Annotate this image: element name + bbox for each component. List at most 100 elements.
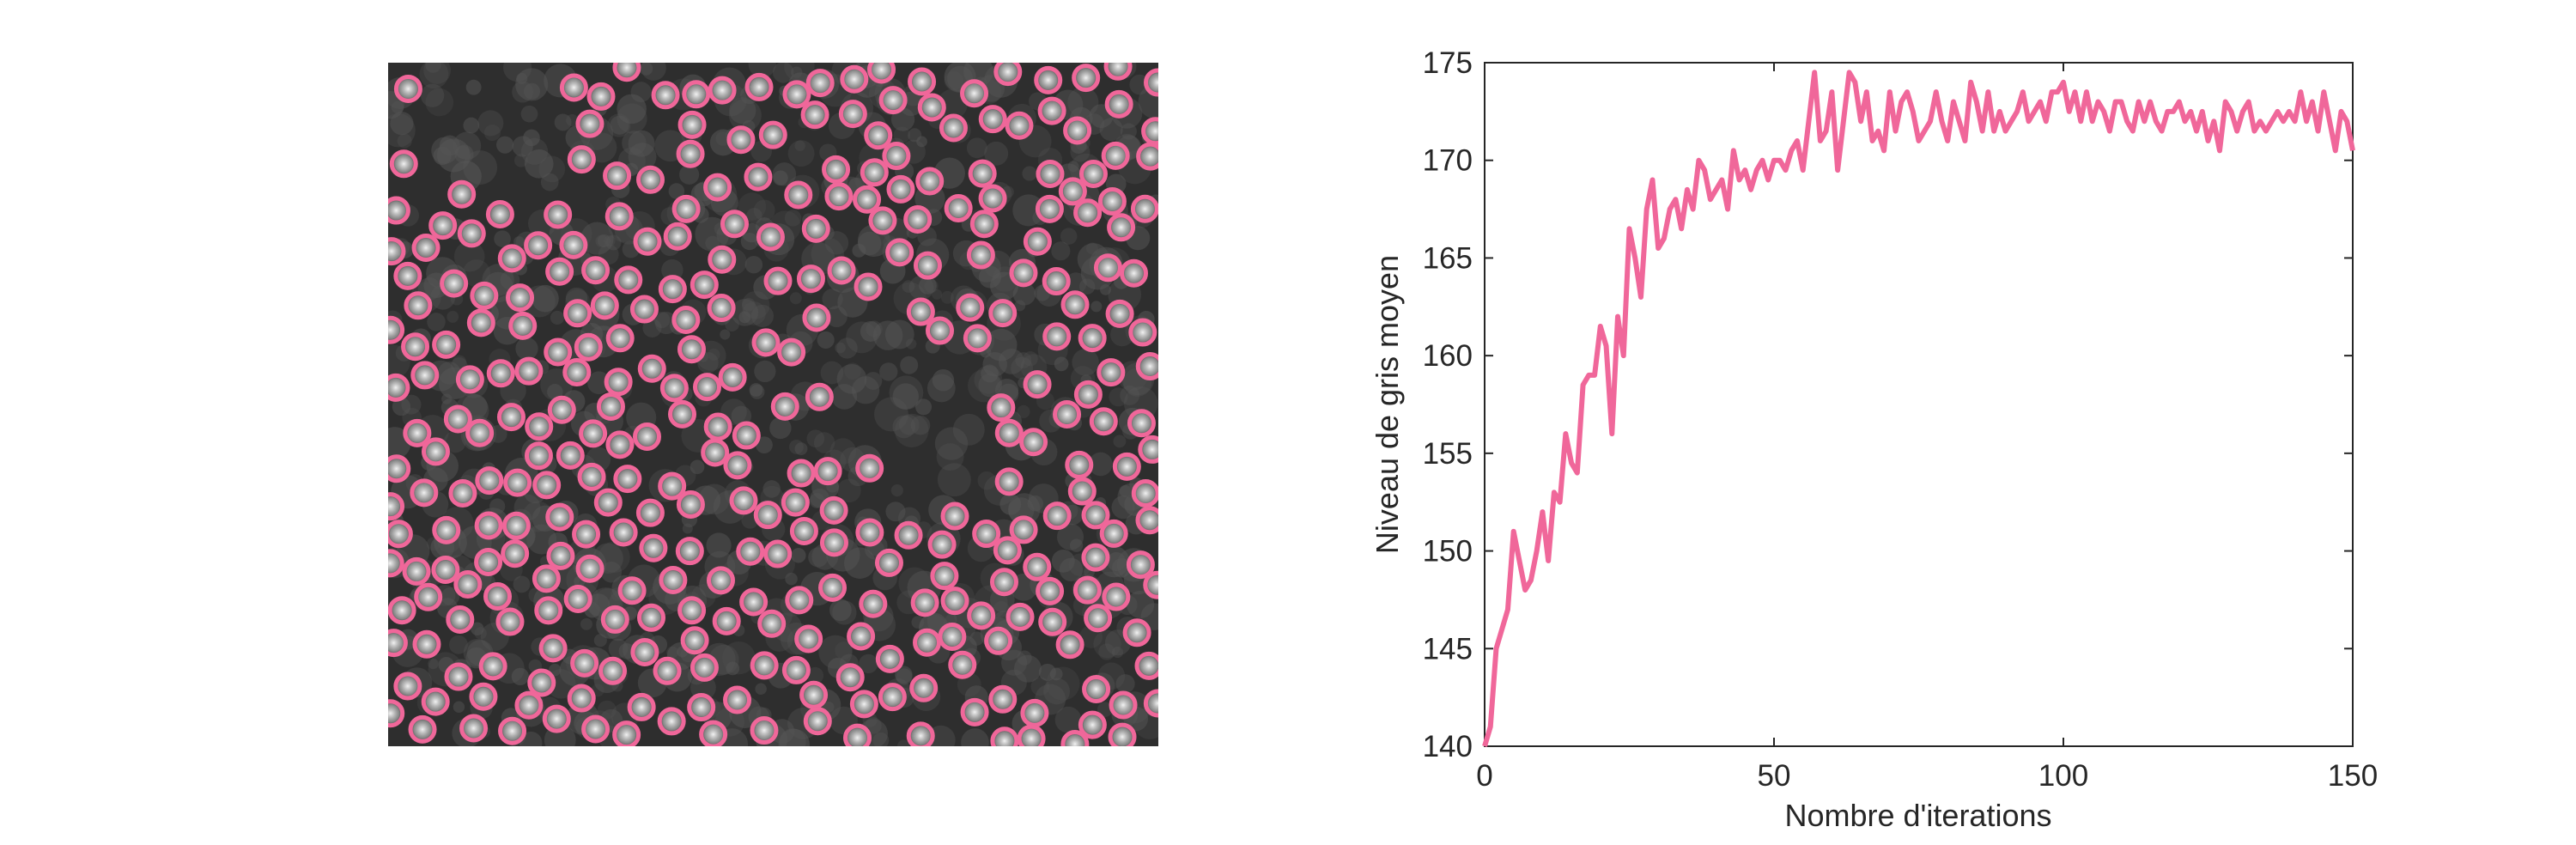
detection-circle bbox=[432, 330, 461, 359]
detection-circle bbox=[388, 629, 408, 658]
detection-circle bbox=[1060, 729, 1090, 746]
detection-circle bbox=[882, 142, 911, 171]
detection-circle bbox=[1143, 689, 1158, 718]
detection-circle bbox=[501, 511, 531, 540]
texture-blob bbox=[885, 502, 906, 522]
detection-circle bbox=[756, 222, 785, 252]
detection-circle bbox=[457, 219, 486, 248]
detection-circle bbox=[508, 311, 538, 340]
detection-circle bbox=[956, 293, 985, 322]
texture-blob bbox=[993, 601, 1010, 617]
detection-circle bbox=[967, 601, 996, 630]
detection-circle bbox=[402, 556, 431, 586]
texture-blob bbox=[1012, 283, 1036, 306]
texture-blob bbox=[919, 277, 937, 295]
detection-circle bbox=[403, 418, 432, 447]
detection-circle bbox=[567, 684, 596, 713]
texture-blob bbox=[593, 634, 607, 647]
texture-blob bbox=[513, 575, 531, 593]
texture-blob bbox=[428, 658, 439, 670]
detection-circle bbox=[1108, 722, 1137, 746]
detection-circle bbox=[532, 471, 562, 500]
detection-circle bbox=[605, 202, 634, 231]
detection-circle bbox=[835, 663, 865, 692]
detection-circle bbox=[485, 200, 514, 229]
detection-circle bbox=[465, 418, 495, 447]
detection-circle bbox=[637, 603, 666, 632]
texture-blob bbox=[706, 532, 732, 558]
texture-blob bbox=[595, 234, 608, 248]
texture-blob bbox=[944, 70, 963, 91]
detection-circle bbox=[658, 471, 687, 501]
detection-circle bbox=[393, 672, 422, 701]
texture-blob bbox=[910, 416, 931, 435]
texture-blob bbox=[872, 320, 903, 350]
texture-blob bbox=[1072, 349, 1099, 376]
texture-blob bbox=[787, 140, 815, 167]
texture-blob bbox=[554, 113, 572, 131]
texture-blob bbox=[984, 141, 1009, 166]
detection-circle bbox=[802, 303, 831, 332]
texture-blob bbox=[447, 310, 459, 323]
detection-circle bbox=[1084, 604, 1113, 633]
texture-blob bbox=[1113, 435, 1127, 448]
texture-blob bbox=[1065, 272, 1087, 295]
detection-circle bbox=[453, 570, 483, 599]
detection-circle bbox=[938, 622, 967, 651]
detection-circle bbox=[527, 668, 556, 697]
detection-circle bbox=[785, 586, 814, 615]
texture-blob bbox=[831, 384, 858, 410]
detection-circle bbox=[1131, 479, 1158, 508]
texture-blob bbox=[742, 297, 756, 312]
detection-circle bbox=[388, 454, 411, 483]
texture-blob bbox=[729, 97, 756, 125]
detection-circle bbox=[1093, 253, 1122, 283]
texture-blob bbox=[427, 313, 446, 331]
plot-area bbox=[1484, 62, 2354, 747]
texture-blob bbox=[754, 360, 776, 383]
texture-blob bbox=[892, 415, 916, 439]
detection-circle bbox=[562, 357, 592, 386]
detection-circle bbox=[1060, 290, 1090, 319]
detection-circle bbox=[1102, 582, 1131, 611]
detection-circle bbox=[524, 231, 553, 260]
detection-circle bbox=[1042, 322, 1072, 351]
detection-circle bbox=[677, 335, 706, 364]
detection-circle bbox=[575, 554, 605, 583]
texture-blob bbox=[608, 638, 629, 659]
texture-blob bbox=[520, 137, 549, 165]
detection-circle bbox=[909, 673, 939, 702]
detection-circle bbox=[577, 462, 606, 491]
texture-blob bbox=[538, 155, 566, 183]
texture-blob bbox=[1054, 356, 1069, 372]
detection-circle bbox=[603, 161, 632, 191]
texture-blob bbox=[604, 235, 616, 247]
texture-blob bbox=[772, 63, 794, 83]
detection-circle bbox=[903, 204, 933, 234]
detection-circle bbox=[736, 537, 765, 566]
detection-circle bbox=[827, 256, 856, 285]
texture-blob bbox=[932, 368, 955, 392]
detection-circle bbox=[466, 308, 495, 337]
texture-blob bbox=[622, 131, 647, 155]
microscopy-image bbox=[388, 63, 1158, 746]
texture-blob bbox=[895, 666, 913, 684]
detection-circle bbox=[847, 622, 876, 651]
y-tick-label: 170 bbox=[1423, 144, 1473, 178]
detection-circle bbox=[1126, 550, 1155, 580]
texture-blob bbox=[844, 547, 876, 579]
texture-blob bbox=[639, 63, 653, 76]
detection-circle bbox=[690, 271, 719, 300]
texture-blob bbox=[740, 232, 759, 251]
detection-circle bbox=[612, 63, 641, 82]
texture-blob bbox=[952, 413, 985, 446]
texture-blob bbox=[896, 668, 913, 685]
detection-circle bbox=[1136, 142, 1158, 171]
detection-circle bbox=[1128, 318, 1157, 347]
detection-circle bbox=[627, 692, 656, 721]
texture-blob bbox=[440, 587, 460, 606]
texture-blob bbox=[477, 110, 504, 137]
detection-circle bbox=[789, 516, 818, 545]
texture-blob bbox=[738, 311, 751, 324]
detection-circle bbox=[699, 720, 728, 746]
